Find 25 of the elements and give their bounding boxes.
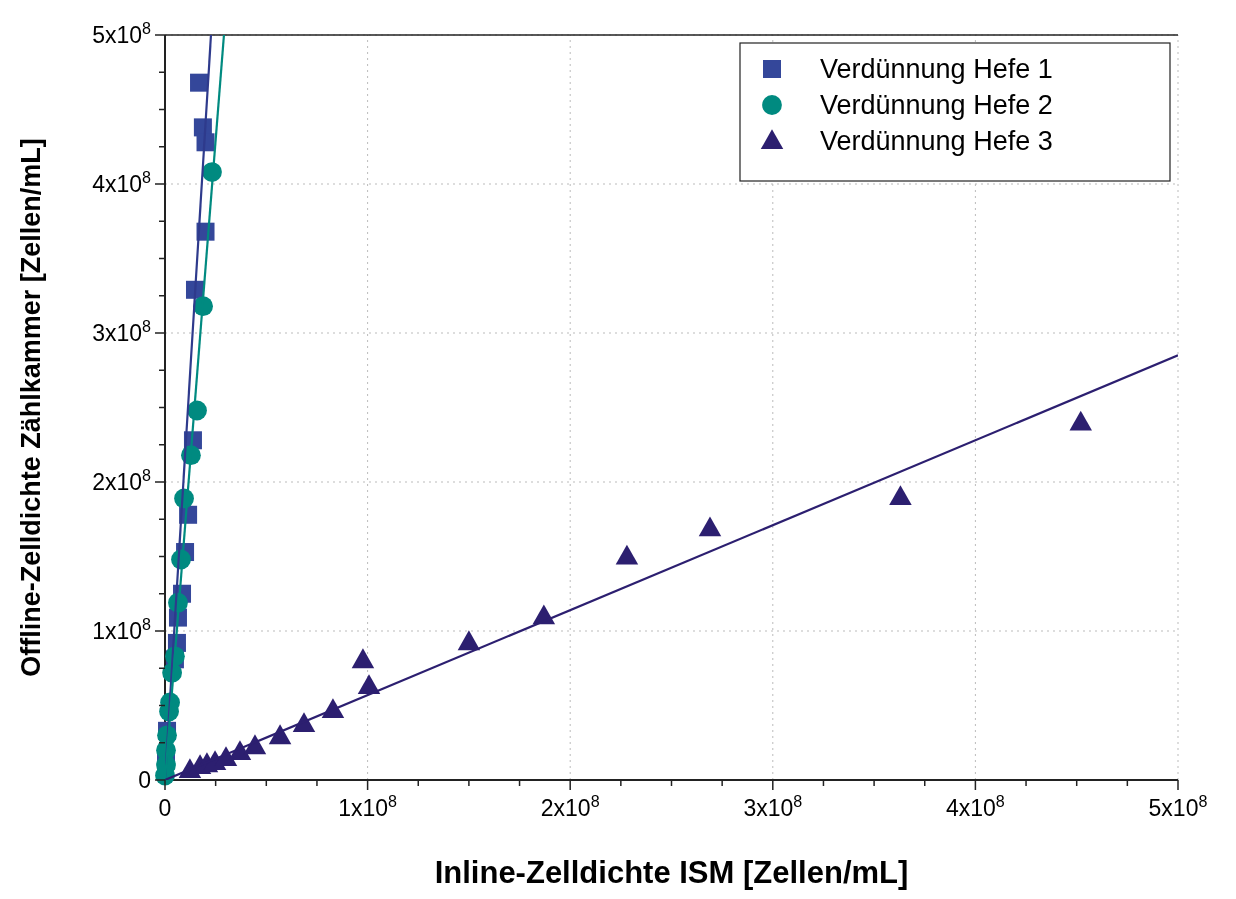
point <box>615 544 639 565</box>
y-axis-title: Offline-Zelldichte Zählkammer [Zellen/mL] <box>16 138 46 677</box>
point <box>1069 410 1092 431</box>
x-tick-label: 3x10$^{8}$ <box>743 792 803 821</box>
point <box>457 630 481 651</box>
y-tick-label: 4x10$^{8}$ <box>92 168 152 197</box>
point <box>698 516 722 537</box>
point <box>889 485 912 505</box>
y-tick-label: 1x10$^{8}$ <box>92 615 152 644</box>
x-tick-label: 4x10$^{8}$ <box>945 792 1005 821</box>
y-tick-label: 5x10$^{8}$ <box>92 19 152 48</box>
x-tick-label: 5x10$^{8}$ <box>1148 792 1208 821</box>
legend-label: Verdünnung Hefe 3 <box>820 126 1053 156</box>
legend-label: Verdünnung Hefe 1 <box>820 54 1053 84</box>
x-axis-title: Inline-Zelldichte ISM [Zellen/mL] <box>434 855 909 890</box>
x-tick-label: 0 <box>158 795 172 821</box>
x-tick-label: 2x10$^{8}$ <box>540 792 600 821</box>
x-tick-label: 1x10$^{8}$ <box>338 792 398 821</box>
y-tick-label: 0 <box>138 767 151 793</box>
point <box>190 73 209 92</box>
point <box>357 674 381 695</box>
point <box>351 648 375 669</box>
y-tick-label: 2x10$^{8}$ <box>92 466 152 495</box>
y-tick-label: 3x10$^{8}$ <box>92 317 152 346</box>
legend-label: Verdünnung Hefe 2 <box>820 90 1053 120</box>
